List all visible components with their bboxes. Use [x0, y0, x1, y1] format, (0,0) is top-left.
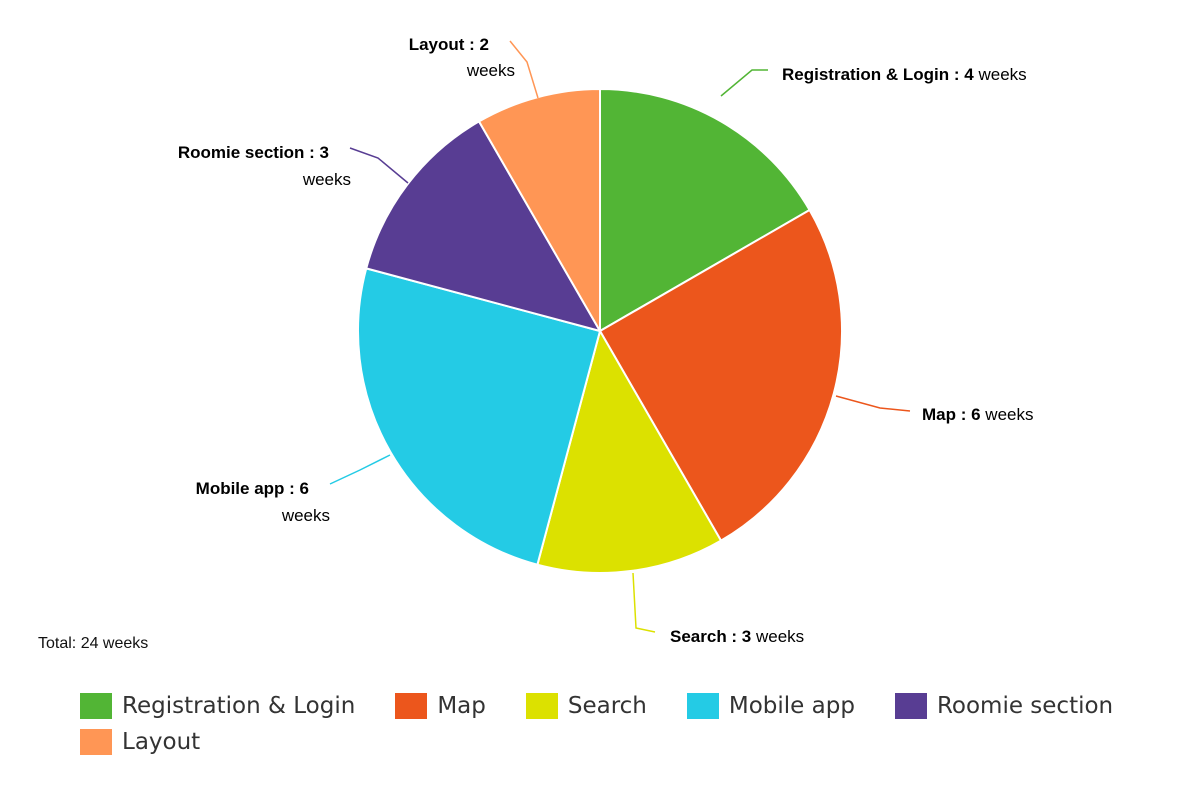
pie-slice-registration-login[interactable] — [599, 87, 811, 333]
legend-item-roomie-section[interactable]: Roomie section — [894, 693, 1114, 719]
legend-label: Layout — [122, 729, 201, 755]
legend-label: Search — [567, 693, 647, 719]
data-label: Mobile app : 6 — [196, 479, 309, 498]
legend-label: Roomie section — [936, 693, 1114, 719]
legend-label: Registration & Login — [122, 693, 356, 719]
legend-swatch — [686, 693, 719, 719]
connector-line — [349, 147, 409, 184]
data-label: Roomie section : 3 — [178, 143, 329, 162]
legend-swatch — [395, 693, 428, 719]
connector-line — [509, 40, 539, 99]
data-label: weeks — [281, 506, 330, 525]
legend-swatch — [80, 693, 112, 719]
legend-row-1: Registration & Login Map Search Mobile a… — [80, 688, 1160, 724]
connector-line — [632, 572, 656, 633]
legend-item-map[interactable]: Map — [395, 693, 486, 719]
data-label: weeks — [302, 170, 351, 189]
total-label: Total: 24 weeks — [38, 635, 149, 652]
data-label: Layout : 2 — [409, 35, 489, 54]
data-label: Map : 6 weeks — [922, 405, 1033, 424]
pie-slice-map[interactable] — [598, 208, 844, 542]
pie-slice-roomie-section[interactable] — [365, 120, 603, 333]
data-label: Search : 3 weeks — [670, 627, 804, 646]
connector-line — [835, 395, 911, 412]
legend-row-2: Layout — [80, 724, 1160, 760]
data-label: weeks — [466, 61, 515, 80]
legend-label: Mobile app — [728, 693, 855, 719]
pie-slice-search[interactable] — [536, 328, 723, 574]
connector-line — [720, 69, 768, 97]
legend-item-search[interactable]: Search — [525, 693, 647, 719]
legend-swatch — [525, 693, 558, 719]
legend-swatch — [894, 693, 927, 719]
legend-label: Map — [437, 693, 486, 719]
legend-item-mobile-app[interactable]: Mobile app — [686, 693, 855, 719]
legend: Registration & Login Map Search Mobile a… — [80, 688, 1160, 760]
legend-item-layout[interactable]: Layout — [80, 729, 200, 755]
legend-item-registration-login[interactable]: Registration & Login — [80, 693, 355, 719]
pie-slice-mobile-app[interactable] — [357, 267, 602, 566]
legend-swatch — [80, 729, 112, 755]
data-label: Registration & Login : 4 weeks — [782, 65, 1027, 84]
connector-line — [329, 454, 391, 485]
